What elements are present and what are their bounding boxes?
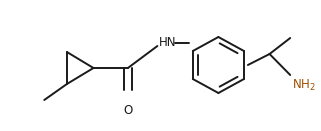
Text: NH$_2$: NH$_2$ [292,78,316,93]
Text: O: O [123,104,133,117]
Text: HN: HN [159,37,177,50]
